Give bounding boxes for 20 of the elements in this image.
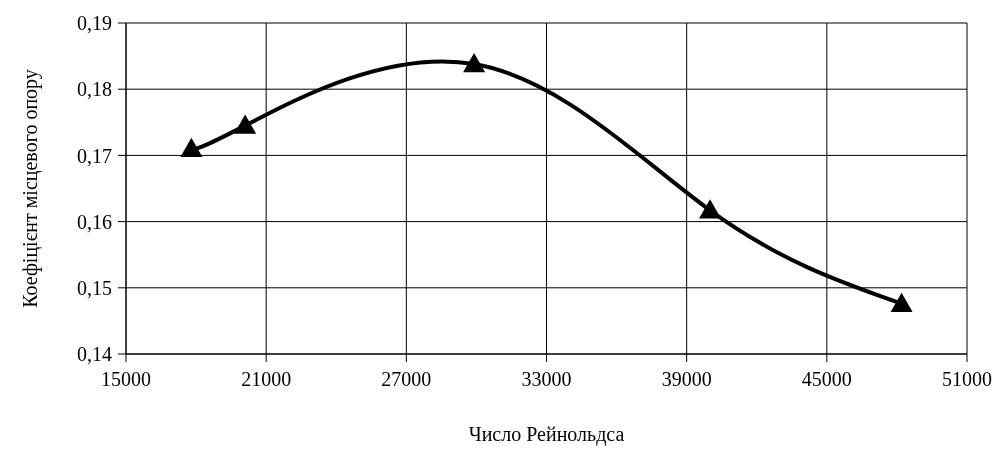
y-tick-label: 0,15 [77, 276, 112, 299]
point [890, 292, 913, 312]
point [234, 114, 257, 134]
y-tick-label: 0,14 [77, 343, 112, 366]
y-axis-title: Коефіцієнт місцевого опору [19, 69, 43, 308]
x-tick-label: 45000 [801, 368, 852, 391]
x-tick-label: 21000 [241, 368, 292, 391]
point [699, 199, 722, 219]
x-tick-label: 39000 [661, 368, 712, 391]
y-tick-label: 0,16 [77, 210, 112, 233]
y-tick-label: 0,18 [77, 78, 112, 101]
point [463, 53, 486, 73]
x-tick-label: 15000 [101, 368, 151, 391]
point [180, 137, 203, 158]
y-tick-label: 0,17 [77, 144, 112, 167]
x-tick-label: 27000 [381, 368, 432, 391]
x-axis-title: Число Рейнольдса [468, 423, 625, 446]
x-tick-label: 51000 [942, 368, 992, 391]
x-tick-label: 33000 [521, 368, 572, 391]
y-tick-label: 0,19 [77, 12, 112, 35]
